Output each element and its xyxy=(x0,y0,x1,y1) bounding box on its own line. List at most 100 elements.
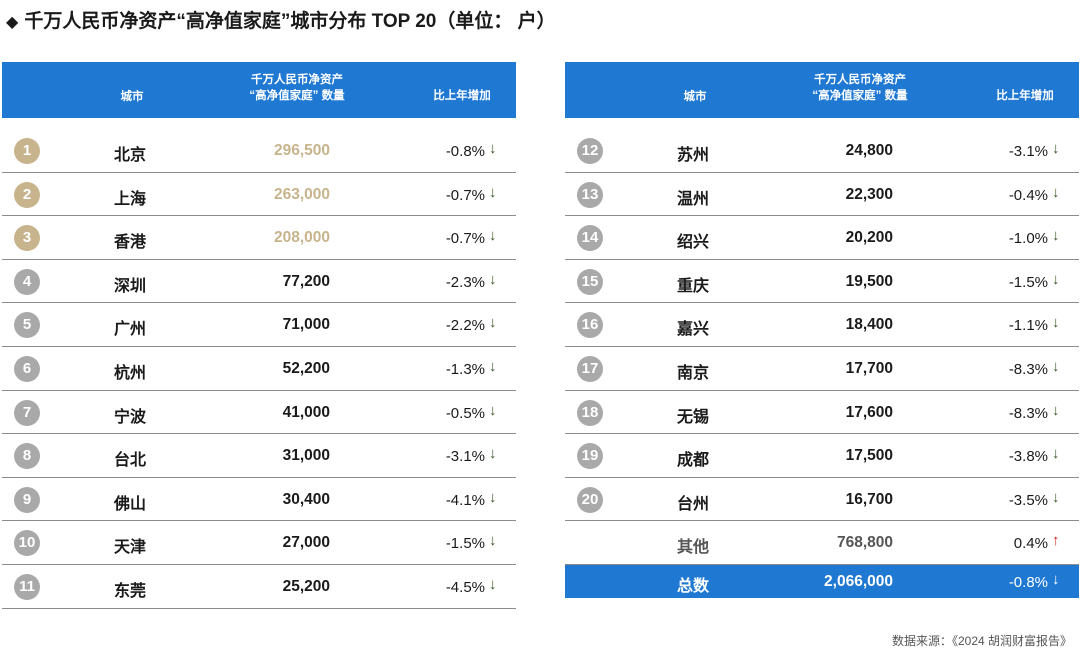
change-percent: -1.5% xyxy=(445,535,485,553)
down-arrow-icon: ↓ xyxy=(489,140,497,157)
diamond-icon: ◆ xyxy=(6,14,19,31)
table-row: 2 上海 263,000 -0.7% ↓ xyxy=(2,173,516,217)
household-count: 20,200 xyxy=(845,229,893,247)
right-rows: 12 苏州 24,800 -3.1% ↓ 13 温州 22,300 -0.4% ↓ 14 绍兴 20,2… xyxy=(565,129,1079,522)
table-row: 13 温州 22,300 -0.4% ↓ xyxy=(565,173,1079,217)
rank-badge: 3 xyxy=(14,225,40,252)
table-row: 11 东莞 25,200 -4.5% ↓ xyxy=(2,565,516,609)
rank-badge: 14 xyxy=(577,225,603,252)
table-row: 15 重庆 19,500 -1.5% ↓ xyxy=(565,260,1079,304)
rank-badge: 9 xyxy=(14,486,40,513)
down-arrow-icon: ↓ xyxy=(489,227,497,245)
household-count: 27,000 xyxy=(282,534,330,552)
household-count: 17,700 xyxy=(845,359,893,377)
down-arrow-icon: ↓ xyxy=(1052,227,1060,245)
change-percent: 0.4% xyxy=(1013,535,1048,553)
city-name: 东莞 xyxy=(114,582,147,600)
rank-badge: 18 xyxy=(577,399,603,426)
household-count: 52,200 xyxy=(282,359,330,377)
city-name: 香港 xyxy=(114,234,147,252)
down-arrow-icon: ↓ xyxy=(489,445,497,463)
rank-badge: 13 xyxy=(577,181,603,208)
down-arrow-icon: ↓ xyxy=(1052,183,1060,201)
household-count: 71,000 xyxy=(282,316,330,334)
header-count-line2: “高净值家庭” 数量 xyxy=(249,90,345,102)
table-row: 8 台北 31,000 -3.1% ↓ xyxy=(2,434,516,478)
header-change: 比上年增加 xyxy=(996,90,1054,102)
city-name: 苏州 xyxy=(677,147,710,164)
table-row: 10 天津 27,000 -1.5% ↓ xyxy=(2,521,516,565)
table-row: 1 北京 296,500 -0.8% ↓ xyxy=(2,129,516,173)
city-name: 杭州 xyxy=(114,364,147,382)
city-name: 嘉兴 xyxy=(677,321,710,339)
city-name: 其他 xyxy=(677,539,710,557)
down-arrow-icon: ↓ xyxy=(1052,445,1060,463)
household-count: 41,000 xyxy=(282,403,330,421)
down-arrow-icon: ↓ xyxy=(489,270,497,288)
change-percent: -8.3% xyxy=(1008,404,1048,422)
down-arrow-icon: ↓ xyxy=(489,183,497,201)
change-percent: -3.8% xyxy=(1008,448,1048,466)
city-name: 佛山 xyxy=(114,495,147,513)
household-count: 208,000 xyxy=(273,229,330,247)
household-count: 77,200 xyxy=(282,272,330,290)
city-name: 绍兴 xyxy=(677,234,710,252)
city-name: 北京 xyxy=(114,147,147,164)
header-count: 千万人民币净资产 “高净值家庭” 数量 xyxy=(780,72,940,104)
down-arrow-icon: ↓ xyxy=(489,488,497,506)
rank-badge: 7 xyxy=(14,399,40,426)
city-name: 成都 xyxy=(677,452,710,470)
change-percent: -1.0% xyxy=(1008,230,1048,248)
right-table: 城市 千万人民币净资产 “高净值家庭” 数量 比上年增加 12 苏州 24,800 -… xyxy=(565,62,1079,598)
change-percent: -0.5% xyxy=(445,404,485,422)
rank-badge: 11 xyxy=(14,573,40,600)
table-row: 14 绍兴 20,200 -1.0% ↓ xyxy=(565,216,1079,260)
city-name: 无锡 xyxy=(677,408,710,426)
rank-badge: 5 xyxy=(14,312,40,339)
down-arrow-icon: ↓ xyxy=(1052,488,1060,506)
down-arrow-icon: ↓ xyxy=(489,401,497,419)
household-count: 768,800 xyxy=(836,534,893,552)
change-percent: -0.8% xyxy=(1008,573,1048,591)
city-name: 南京 xyxy=(677,364,710,382)
header-city: 城市 xyxy=(683,91,707,103)
city-name: 天津 xyxy=(114,539,147,557)
down-arrow-icon: ↓ xyxy=(489,575,497,593)
change-percent: -4.5% xyxy=(445,578,485,596)
table-row: 6 杭州 52,200 -1.3% ↓ xyxy=(2,347,516,391)
down-arrow-icon: ↓ xyxy=(489,357,497,375)
city-name: 温州 xyxy=(677,190,710,208)
source-note: 数据来源：《2024 胡润财富报告》 xyxy=(891,634,1072,648)
city-name: 广州 xyxy=(114,321,147,339)
down-arrow-icon: ↓ xyxy=(1052,314,1060,332)
table-header: 城市 千万人民币净资产 “高净值家庭” 数量 比上年增加 xyxy=(565,62,1079,118)
change-percent: -3.1% xyxy=(445,448,485,466)
table-row: 7 宁波 41,000 -0.5% ↓ xyxy=(2,391,516,435)
down-arrow-icon: ↓ xyxy=(1052,401,1060,419)
table-row: 16 嘉兴 18,400 -1.1% ↓ xyxy=(565,303,1079,347)
city-name: 宁波 xyxy=(114,408,147,426)
down-arrow-icon: ↓ xyxy=(1052,140,1060,157)
change-percent: -2.2% xyxy=(445,317,485,335)
city-name: 重庆 xyxy=(677,277,710,295)
page-title: ◆ 千万人民币净资产“高净值家庭”城市分布 TOP 20（单位： 户） xyxy=(6,6,556,33)
up-arrow-icon: ↑ xyxy=(1052,532,1060,550)
rank-badge: 16 xyxy=(577,312,603,339)
household-count: 16,700 xyxy=(845,490,893,508)
rank-badge: 1 xyxy=(14,138,40,164)
change-percent: -0.7% xyxy=(445,186,485,204)
rank-badge: 17 xyxy=(577,355,603,382)
change-percent: -0.8% xyxy=(445,143,485,160)
change-percent: -4.1% xyxy=(445,491,485,509)
down-arrow-icon: ↓ xyxy=(1052,570,1060,588)
city-name: 上海 xyxy=(114,190,147,208)
header-city: 城市 xyxy=(120,91,144,103)
city-name: 台北 xyxy=(114,452,147,470)
table-row: 5 广州 71,000 -2.2% ↓ xyxy=(2,303,516,347)
table-row: 18 无锡 17,600 -8.3% ↓ xyxy=(565,391,1079,435)
city-name: 深圳 xyxy=(114,277,147,295)
rank-badge: 12 xyxy=(577,138,603,164)
change-percent: -2.3% xyxy=(445,273,485,291)
rank-badge: 4 xyxy=(14,268,40,295)
down-arrow-icon: ↓ xyxy=(1052,357,1060,375)
